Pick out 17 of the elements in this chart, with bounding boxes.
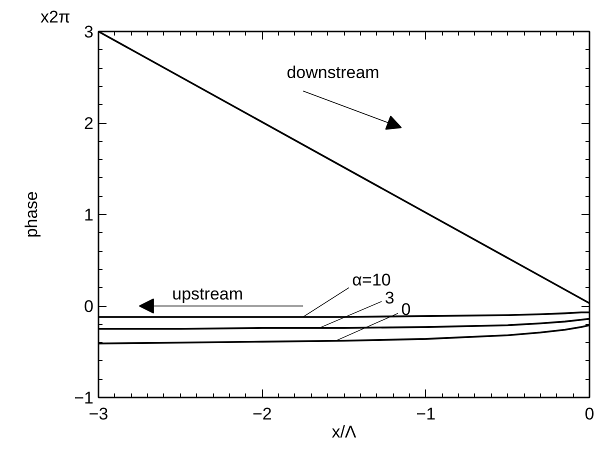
annotation: upstream	[172, 284, 244, 304]
x-axis-title: x/Λ	[332, 422, 357, 442]
x-tick-label: −2	[252, 404, 272, 424]
y-tick-label: 2	[84, 114, 94, 133]
y-tick-label: 0	[84, 297, 94, 316]
y-axis-title: phase	[22, 191, 42, 238]
y-tick-label: 3	[84, 22, 94, 42]
series-label: 3	[384, 288, 394, 308]
y-tick-label: −1	[74, 388, 94, 408]
series-label: 0	[401, 300, 411, 320]
x-tick-label: −3	[88, 404, 108, 424]
series-label: α=10	[352, 270, 391, 290]
y-tick-label: 1	[84, 206, 94, 224]
y2-axis-title: x2π	[40, 8, 70, 26]
x-tick-label: −1	[416, 404, 436, 424]
x-tick-label: 0	[584, 404, 594, 424]
annotation: downstream	[286, 62, 380, 82]
